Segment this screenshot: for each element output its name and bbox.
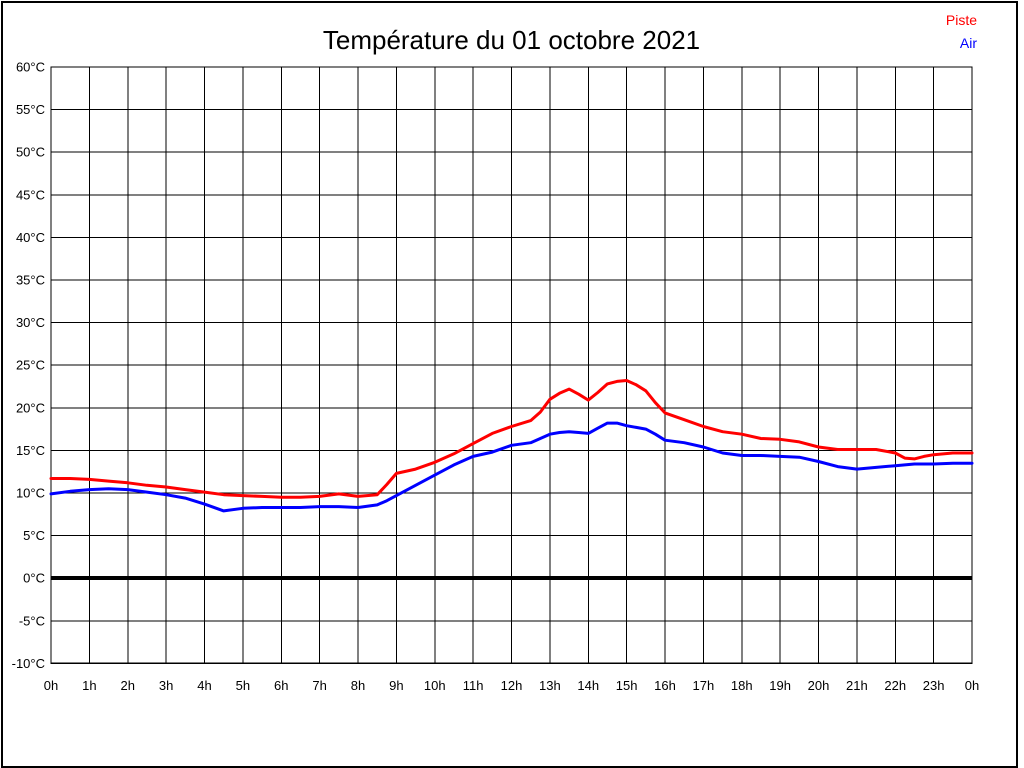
chart-legend: Piste Air bbox=[946, 12, 977, 58]
x-tick-label: 2h bbox=[121, 678, 135, 693]
y-tick-label: 35°C bbox=[16, 273, 45, 288]
x-tick-label: 18h bbox=[731, 678, 753, 693]
chart-title: Température du 01 octobre 2021 bbox=[322, 25, 701, 55]
x-tick-label: 22h bbox=[884, 678, 906, 693]
y-tick-label: 5°C bbox=[23, 528, 45, 543]
y-tick-label: 20°C bbox=[16, 400, 45, 415]
y-tick-label: -10°C bbox=[12, 656, 45, 671]
x-tick-label: 14h bbox=[577, 678, 599, 693]
x-tick-label: 20h bbox=[808, 678, 830, 693]
x-tick-label: 10h bbox=[424, 678, 446, 693]
series-line-air bbox=[49, 421, 974, 513]
x-tick-label: 11h bbox=[463, 678, 484, 693]
x-tick-label: 6h bbox=[274, 678, 288, 693]
x-tick-label: 0h bbox=[965, 678, 979, 693]
legend-item-piste: Piste bbox=[945, 12, 977, 28]
y-tick-label: 30°C bbox=[16, 315, 45, 330]
x-tick-label: 23h bbox=[923, 678, 945, 693]
x-tick-label: 19h bbox=[769, 678, 791, 693]
x-tick-label: 17h bbox=[693, 678, 715, 693]
y-tick-label: 15°C bbox=[16, 443, 45, 458]
x-tick-label: 1h bbox=[82, 678, 96, 693]
y-tick-label: 60°C bbox=[16, 60, 45, 75]
series-line-piste bbox=[49, 379, 974, 499]
plot-frame bbox=[50, 66, 973, 665]
y-tick-label: 40°C bbox=[16, 230, 45, 245]
x-tick-label: 12h bbox=[501, 678, 523, 693]
x-tick-label: 7h bbox=[312, 678, 326, 693]
y-tick-label: 0°C bbox=[23, 571, 45, 586]
x-tick-label: 0h bbox=[44, 678, 58, 693]
y-tick-label: 55°C bbox=[16, 102, 45, 117]
y-tick-label: 10°C bbox=[16, 486, 45, 501]
y-tick-label: -5°C bbox=[19, 613, 45, 628]
y-tick-label: 50°C bbox=[16, 145, 45, 160]
x-tick-label: 3h bbox=[159, 678, 173, 693]
x-tick-label: 9h bbox=[389, 678, 403, 693]
x-tick-label: 13h bbox=[539, 678, 561, 693]
x-tick-label: 5h bbox=[236, 678, 250, 693]
x-tick-label: 21h bbox=[846, 678, 868, 693]
legend-item-air: Air bbox=[959, 35, 977, 51]
x-tick-label: 4h bbox=[197, 678, 211, 693]
y-tick-label: 45°C bbox=[16, 187, 45, 202]
x-tick-label: 16h bbox=[654, 678, 676, 693]
x-tick-label: 15h bbox=[616, 678, 638, 693]
x-tick-label: 8h bbox=[351, 678, 365, 693]
y-tick-label: 25°C bbox=[16, 358, 45, 373]
